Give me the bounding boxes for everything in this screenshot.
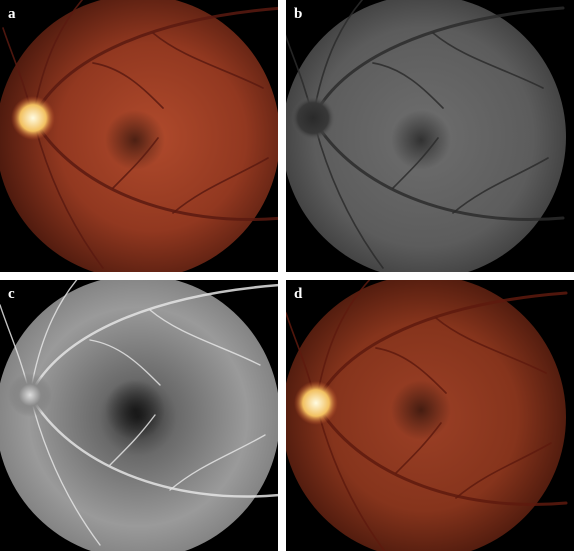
vessel — [392, 137, 439, 189]
panel: b — [286, 0, 574, 272]
panel-label: c — [8, 286, 15, 302]
panel: d — [286, 280, 574, 551]
vessel — [109, 414, 156, 466]
vessel — [89, 339, 161, 386]
optic-disc — [8, 373, 52, 417]
vessel — [28, 393, 278, 498]
vessel — [172, 157, 269, 214]
vessel — [452, 157, 549, 214]
fovea — [391, 380, 451, 440]
vessel — [435, 317, 547, 374]
fovea — [105, 110, 165, 170]
vessel — [432, 32, 544, 89]
fovea — [105, 380, 165, 440]
panel-label: b — [294, 6, 302, 22]
vessel — [395, 422, 442, 474]
optic-disc — [291, 96, 335, 140]
vessel — [169, 434, 266, 491]
vessel — [314, 401, 568, 507]
vessel — [314, 291, 568, 405]
panel: c — [0, 280, 278, 551]
vessel — [31, 6, 278, 120]
optic-disc — [11, 96, 55, 140]
optic-disc — [294, 381, 338, 425]
vessel — [311, 6, 565, 120]
vessel — [375, 347, 447, 394]
vessel — [92, 62, 164, 109]
panel-label: a — [8, 6, 16, 22]
vessel — [112, 137, 159, 189]
vessel — [311, 116, 565, 222]
vessel — [152, 32, 264, 89]
panel: a — [0, 0, 278, 272]
fovea — [391, 110, 451, 170]
vessel — [455, 442, 552, 499]
vessel — [372, 62, 444, 109]
vessel — [149, 309, 261, 366]
vessel — [28, 283, 278, 397]
vessel — [31, 116, 278, 222]
panel-label: d — [294, 286, 303, 302]
